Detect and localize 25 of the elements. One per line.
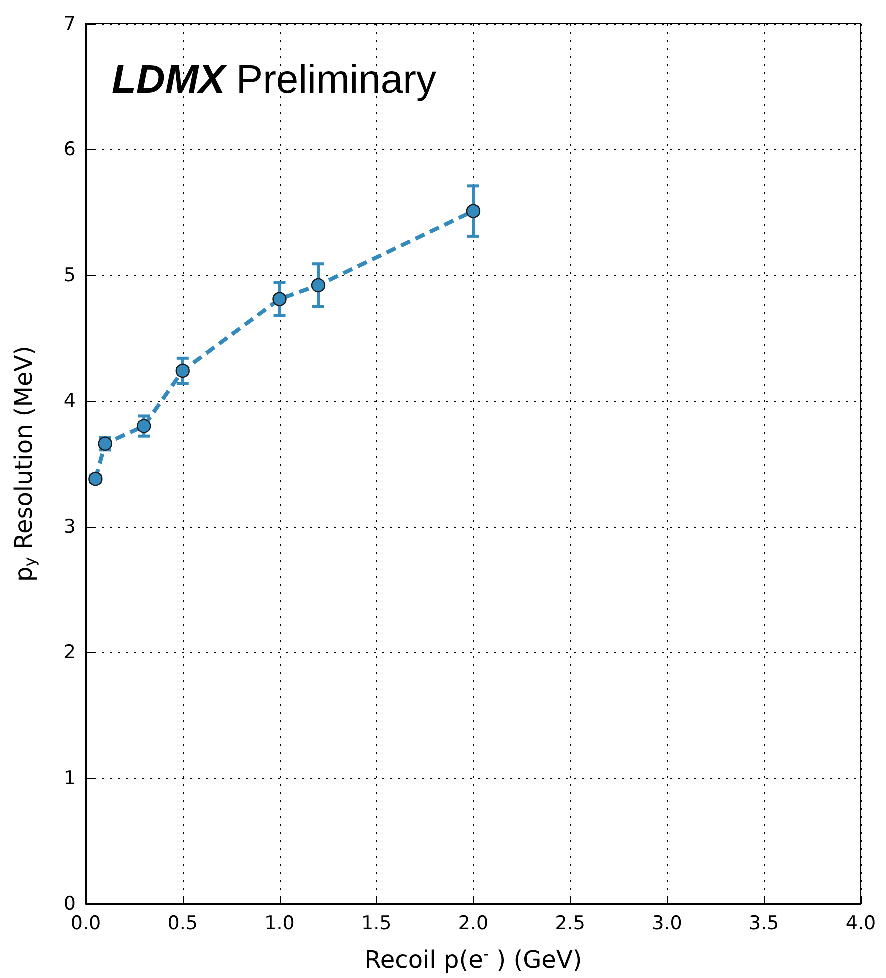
point [466,204,481,218]
annotation: LDMX Preliminary [112,58,436,102]
point [176,364,190,378]
y-axis-title: py Resolution (MeV) [10,346,40,582]
y-tick-label: 5 [64,264,76,286]
x-tick-label: 1.5 [362,912,392,934]
point [137,419,152,434]
point [272,292,287,306]
y-tick-label: 6 [64,138,76,161]
y-tick-label: 1 [64,767,76,790]
point [311,278,326,293]
y-tick-label: 3 [64,516,76,538]
x-tick-label: 2.0 [458,912,489,934]
x-tick-label: 4.0 [846,912,876,934]
x-tick-label: 0.0 [70,912,102,934]
y-tick-label: 2 [64,642,76,664]
y-tick-label: 7 [64,13,76,35]
x-tick-label: 3.5 [749,912,780,934]
x-tick-label: 1.0 [264,912,295,934]
x-axis-title: Recoil p(e- ) (GeV) [364,944,582,974]
y-tick-label: 0 [64,893,76,915]
x-tick-label: 3.0 [652,912,682,934]
x-tick-label: 2.5 [555,912,586,934]
x-tick-label: 0.5 [168,912,198,934]
y-tick-label: 4 [64,390,76,412]
